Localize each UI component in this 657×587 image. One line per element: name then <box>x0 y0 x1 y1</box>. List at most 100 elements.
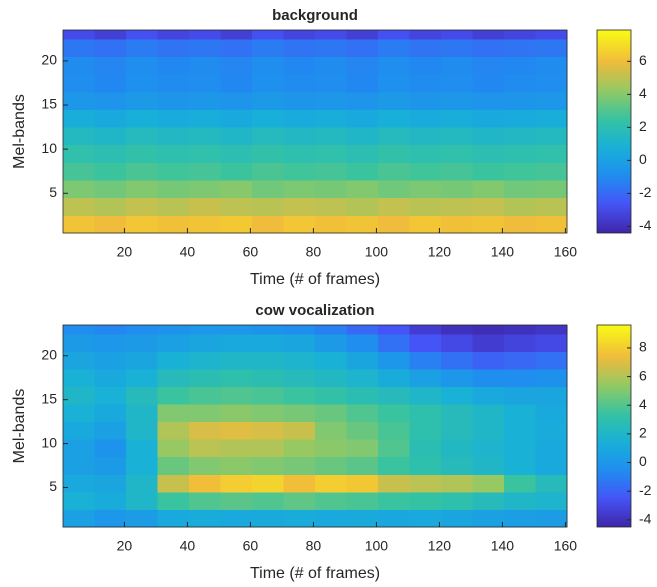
heatmap-cell <box>441 368 473 387</box>
heatmap-cell <box>126 197 158 216</box>
heatmap-cell <box>252 162 284 181</box>
heatmap-cell <box>315 509 347 528</box>
heatmap-cell <box>378 386 410 405</box>
heatmap-cell <box>472 162 505 181</box>
heatmap-cell <box>63 74 95 93</box>
heatmap-cell <box>472 404 505 423</box>
axes-box <box>62 324 568 528</box>
heatmap-cell <box>409 351 442 370</box>
heatmap-cell <box>441 215 473 234</box>
heatmap-cell <box>441 333 473 352</box>
heatmap-cell <box>63 197 95 216</box>
heatmap-cell <box>157 368 190 387</box>
heatmap-cell <box>504 474 536 493</box>
heatmap-cell <box>409 509 442 528</box>
heatmap-cell <box>94 215 127 234</box>
x-axis-label: Time (# of frames) <box>250 271 380 288</box>
heatmap-cell <box>283 333 316 352</box>
heatmap-cell <box>220 491 253 510</box>
heatmap-cell <box>157 404 190 423</box>
heatmap-cell <box>220 74 253 93</box>
heatmap-cell <box>126 439 158 458</box>
heatmap-cell <box>63 38 95 57</box>
heatmap-cell <box>94 439 127 458</box>
heatmap-cell <box>346 456 379 475</box>
x-axis-label: Time (# of frames) <box>250 565 380 582</box>
heatmap-cell <box>315 144 347 163</box>
heatmap-cell <box>189 197 221 216</box>
heatmap-cell <box>157 456 190 475</box>
heatmap-cell <box>535 56 568 75</box>
heatmap-cell <box>315 38 347 57</box>
heatmap-cell <box>441 56 473 75</box>
heatmap-cell <box>252 215 284 234</box>
heatmap-cell <box>378 162 410 181</box>
heatmap-cell <box>63 386 95 405</box>
heatmap-cell <box>126 404 158 423</box>
heatmap-cell <box>535 404 568 423</box>
heatmap-cell <box>94 127 127 146</box>
heatmap-cell <box>472 386 505 405</box>
colorbar-tick-label: 6 <box>639 52 647 68</box>
heatmap-cell <box>94 325 127 335</box>
heatmap-cell <box>409 91 442 110</box>
heatmap-cell <box>535 474 568 493</box>
heatmap-cell <box>315 456 347 475</box>
heatmap-cell <box>283 215 316 234</box>
colorbar-tick-label: -2 <box>639 184 652 200</box>
heatmap-cell <box>409 109 442 128</box>
heatmap-cell <box>472 30 505 40</box>
colorbar <box>596 29 632 234</box>
heatmap-cell <box>220 30 253 40</box>
heatmap-cell <box>252 351 284 370</box>
heatmap-cell <box>252 74 284 93</box>
heatmap-cell <box>346 439 379 458</box>
heatmap-cell <box>126 386 158 405</box>
x-tick-label: 140 <box>491 538 515 554</box>
heatmap-cell <box>535 109 568 128</box>
colorbar-tick-label: 0 <box>639 453 647 469</box>
heatmap-cell <box>220 109 253 128</box>
colorbar-tick-label: 2 <box>639 118 647 134</box>
heatmap-cell <box>378 325 410 335</box>
heatmap-cell <box>535 325 568 335</box>
heatmap-cell <box>535 38 568 57</box>
heatmap-cell <box>441 74 473 93</box>
heatmap-cell <box>252 333 284 352</box>
heatmap-cell <box>504 180 536 199</box>
heatmap-cell <box>441 386 473 405</box>
x-tick-label: 120 <box>428 244 452 260</box>
heatmap-cell <box>346 215 379 234</box>
heatmap-cell <box>220 456 253 475</box>
heatmap-cell <box>472 38 505 57</box>
heatmap-cell <box>126 351 158 370</box>
heatmap-cell <box>252 474 284 493</box>
heatmap-cell <box>535 215 568 234</box>
heatmap-cell <box>189 325 221 335</box>
heatmap-cell <box>441 474 473 493</box>
heatmap-cell <box>220 56 253 75</box>
heatmap-cell <box>378 421 410 440</box>
heatmap-cell <box>189 30 221 40</box>
heatmap-cell <box>220 144 253 163</box>
heatmap-cell <box>441 38 473 57</box>
heatmap-cell <box>126 215 158 234</box>
heatmap-cell <box>157 215 190 234</box>
heatmap-cell <box>315 386 347 405</box>
heatmap-cell <box>441 509 473 528</box>
heatmap-cell <box>252 509 284 528</box>
heatmap-cell <box>441 491 473 510</box>
heatmap-cell <box>535 144 568 163</box>
heatmap-cell <box>504 456 536 475</box>
heatmap-cell <box>409 333 442 352</box>
colorbar-tick-label: -4 <box>639 511 652 527</box>
heatmap-cell <box>409 127 442 146</box>
heatmap-cell <box>535 456 568 475</box>
y-axis-label: Mel-bands <box>11 389 28 464</box>
heatmap-cell <box>504 509 536 528</box>
heatmap-cell <box>535 91 568 110</box>
heatmap-cell <box>409 30 442 40</box>
heatmap-cell <box>504 109 536 128</box>
heatmap-cell <box>220 38 253 57</box>
heatmap-cell <box>283 91 316 110</box>
